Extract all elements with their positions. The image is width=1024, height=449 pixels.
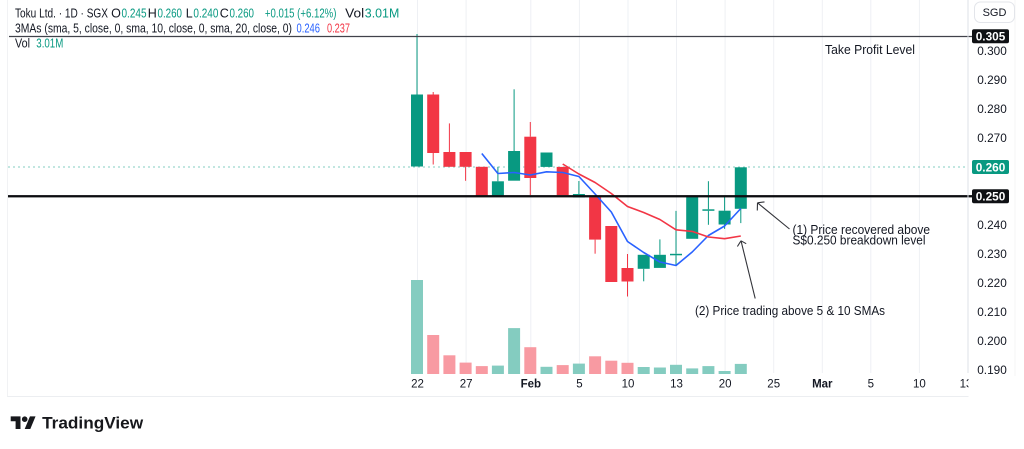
- svg-text:0.260: 0.260: [230, 6, 255, 20]
- svg-text:S$0.250 breakdown level: S$0.250 breakdown level: [793, 233, 926, 247]
- svg-text:(1) Price recovered above: (1) Price recovered above: [793, 223, 931, 237]
- svg-text:0.220: 0.220: [977, 276, 1007, 290]
- svg-text:13: 13: [670, 379, 683, 391]
- svg-text:3MAs (sma, 5, close, 0, sma, 1: 3MAs (sma, 5, close, 0, sma, 10, close, …: [15, 21, 292, 35]
- svg-text:10: 10: [913, 379, 926, 391]
- svg-text:5: 5: [868, 379, 874, 391]
- svg-text:25: 25: [767, 379, 780, 391]
- svg-text:5: 5: [576, 379, 582, 391]
- svg-text:0.290: 0.290: [977, 73, 1007, 87]
- svg-text:Vol: Vol: [15, 36, 30, 50]
- svg-text:0.250: 0.250: [976, 190, 1006, 204]
- svg-text:0.230: 0.230: [977, 247, 1007, 261]
- svg-text:L: L: [186, 6, 193, 20]
- svg-text:0.270: 0.270: [977, 131, 1007, 145]
- svg-text:27: 27: [460, 379, 473, 391]
- svg-text:20: 20: [719, 379, 732, 391]
- svg-text:0.200: 0.200: [977, 334, 1007, 348]
- svg-text:0.240: 0.240: [977, 218, 1007, 232]
- svg-text:3.01M: 3.01M: [36, 36, 63, 50]
- svg-text:(2) Price trading above 5 & 10: (2) Price trading above 5 & 10 SMAs: [695, 304, 885, 318]
- svg-text:3.01M: 3.01M: [365, 6, 400, 20]
- svg-text:0.240: 0.240: [193, 6, 218, 20]
- svg-text:0.300: 0.300: [977, 44, 1007, 58]
- svg-text:SGD: SGD: [983, 7, 1007, 19]
- svg-text:0.260: 0.260: [158, 6, 183, 20]
- svg-text:H: H: [148, 6, 157, 20]
- svg-text:22: 22: [411, 379, 424, 391]
- svg-text:10: 10: [622, 379, 635, 391]
- svg-text:Feb: Feb: [521, 379, 541, 391]
- svg-text:TradingView: TradingView: [42, 413, 144, 432]
- svg-text:0.280: 0.280: [977, 102, 1007, 116]
- svg-text:0.237: 0.237: [327, 21, 350, 35]
- svg-text:O: O: [111, 6, 121, 20]
- svg-text:Mar: Mar: [812, 379, 833, 391]
- svg-text:0.260: 0.260: [976, 160, 1006, 174]
- svg-text:0.246: 0.246: [297, 21, 321, 35]
- svg-text:0.245: 0.245: [122, 6, 147, 20]
- svg-text:Toku Ltd. · 1D · SGX: Toku Ltd. · 1D · SGX: [15, 6, 109, 20]
- svg-text:Take Profit Level: Take Profit Level: [825, 42, 915, 57]
- svg-text:Vol: Vol: [345, 6, 364, 20]
- svg-text:0.210: 0.210: [977, 305, 1007, 319]
- svg-text:C: C: [220, 6, 229, 20]
- svg-text:0.190: 0.190: [977, 363, 1007, 377]
- svg-text:0.305: 0.305: [976, 30, 1006, 44]
- svg-text:+0.015 (+6.12%): +0.015 (+6.12%): [265, 6, 337, 20]
